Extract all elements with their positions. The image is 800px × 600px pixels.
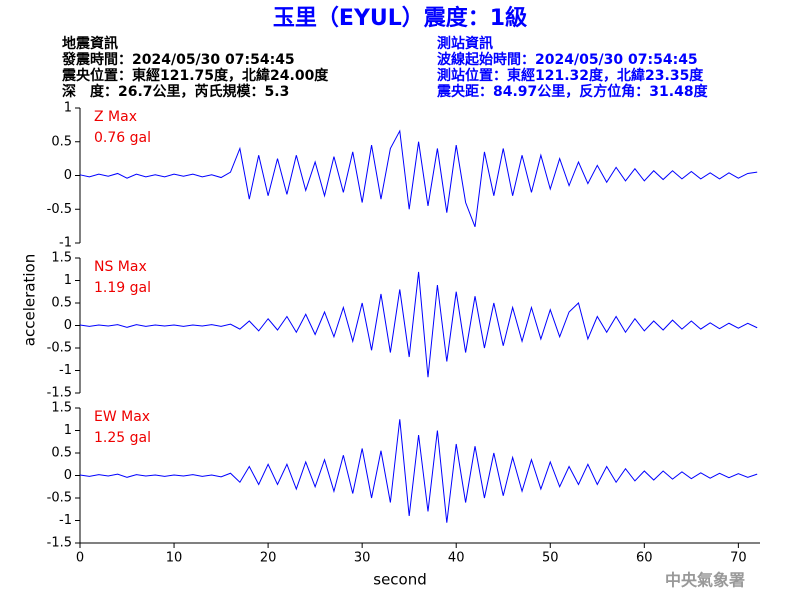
x-tick-label: 60 (636, 551, 653, 566)
y-tick-label: 0 (64, 168, 72, 183)
x-tick-label: 0 (76, 551, 84, 566)
info-text: 波線起始時間：2024/05/30 07:54:45 (437, 51, 698, 68)
y-tick-label: 0 (64, 468, 72, 483)
series-peak: 1.19 gal (94, 280, 151, 296)
info-text: 測站資訊 (437, 35, 493, 52)
y-tick-label: -1 (59, 363, 72, 378)
series-name: EW Max (94, 409, 150, 425)
x-tick-label: 70 (730, 551, 747, 566)
info-text: 深 度：26.7公里，芮氏規模：5.3 (62, 83, 289, 100)
y-tick-label: 1.5 (51, 401, 72, 416)
waveform (79, 129, 758, 227)
series-name: Z Max (94, 109, 137, 125)
series-name: NS Max (94, 259, 147, 275)
info-text: 震央位置：東經121.75度，北緯24.00度 (61, 67, 329, 84)
info-text: 發震時間：2024/05/30 07:54:45 (61, 51, 295, 68)
y-tick-label: -0.5 (47, 202, 72, 217)
y-tick-label: -1.5 (47, 536, 72, 551)
chart-title: 玉里（EYUL）震度：1級 (273, 5, 527, 31)
x-tick-label: 30 (354, 551, 371, 566)
x-tick-label: 20 (260, 551, 277, 566)
info-text: 測站位置：東經121.32度，北緯23.35度 (437, 67, 704, 84)
waveform (79, 271, 758, 378)
info-text: 地震資訊 (62, 35, 118, 52)
y-tick-label: -1 (59, 513, 72, 528)
x-tick-label: 40 (448, 551, 465, 566)
series-peak: 0.76 gal (94, 130, 151, 146)
y-tick-label: 0.5 (51, 134, 72, 149)
waveform (79, 419, 758, 523)
y-tick-label: 1.5 (51, 251, 72, 266)
y-tick-label: -0.5 (47, 491, 72, 506)
y-axis-label: acceleration (21, 254, 39, 346)
y-tick-label: -1 (59, 236, 72, 251)
y-tick-label: 1 (64, 101, 72, 116)
series-peak: 1.25 gal (94, 430, 151, 446)
y-tick-label: 0 (64, 318, 72, 333)
y-tick-label: 0.5 (51, 296, 72, 311)
y-tick-label: 1 (64, 423, 72, 438)
x-tick-label: 10 (166, 551, 183, 566)
x-tick-label: 50 (542, 551, 559, 566)
x-axis-label: second (373, 571, 427, 589)
y-tick-label: -1.5 (47, 386, 72, 401)
y-tick-label: -0.5 (47, 341, 72, 356)
info-text: 震央距：84.97公里，反方位角：31.48度 (436, 83, 709, 100)
footer-watermark: 中央氣象署 (665, 571, 745, 590)
y-tick-label: 1 (64, 273, 72, 288)
y-tick-label: 0.5 (51, 446, 72, 461)
